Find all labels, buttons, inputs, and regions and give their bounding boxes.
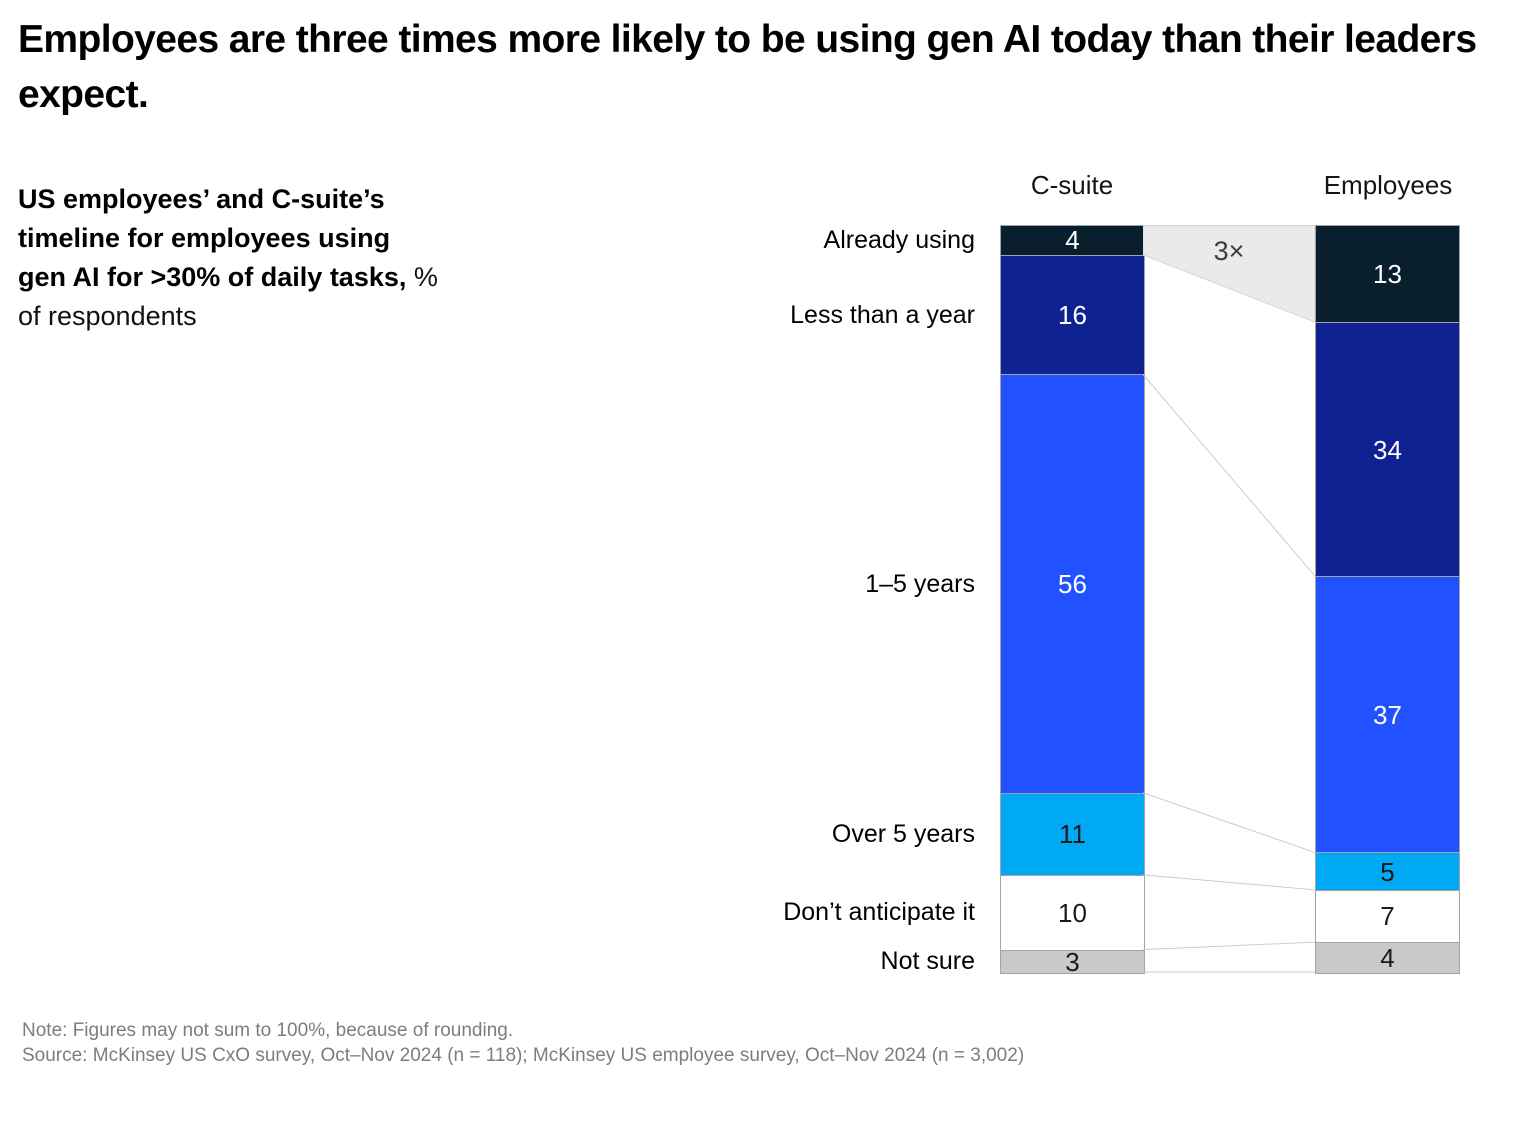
source-text: Source: McKinsey US CxO survey, Oct–Nov …: [22, 1045, 1025, 1066]
category-label-less-than-a-year: Less than a year: [790, 300, 975, 329]
value-label: 13: [1373, 259, 1402, 290]
column-header-csuite: C-suite: [1030, 170, 1114, 200]
segment-connector-line: [1143, 792, 1315, 853]
value-label: 4: [1065, 225, 1080, 256]
bar-segment-not-sure-employees: 4: [1316, 943, 1459, 973]
chart-subtitle-line: gen AI for >30% of daily tasks, %: [18, 262, 438, 292]
bar-column-c-suite: 4 16 56 11 10 3: [1000, 225, 1145, 977]
category-label-not-sure: Not sure: [880, 946, 975, 975]
chart-subtitle-line: of respondents: [18, 301, 197, 331]
value-label: 11: [1059, 819, 1086, 850]
bar-segment-already-using-employees: 13: [1316, 226, 1459, 324]
bar-segment-don-t-anticipate-it-employees: 7: [1316, 890, 1459, 944]
value-label: 7: [1380, 901, 1395, 932]
chart-subtitle-line: US employees’ and C-suite’s: [18, 184, 385, 214]
bar-segment-1-5-years-employees: 37: [1316, 577, 1459, 854]
category-label-1-5-years: 1–5 years: [865, 569, 975, 598]
bar-segment-less-than-a-year-c-suite: 16: [1001, 255, 1144, 376]
connector-lines: [1143, 225, 1315, 973]
bar-column-employees: 13 34 37 5 7 4: [1315, 225, 1460, 974]
chart-subtitle-line: timeline for employees using: [18, 223, 391, 253]
value-label: 34: [1373, 434, 1402, 465]
value-label: 37: [1373, 699, 1402, 730]
category-label-don-t-anticipate-it: Don’t anticipate it: [783, 898, 975, 927]
ratio-band: [1143, 225, 1315, 323]
category-label-over-5-years: Over 5 years: [831, 819, 975, 848]
segment-connector-line: [1143, 874, 1315, 891]
bar-segment-less-than-a-year-employees: 34: [1316, 323, 1459, 578]
value-label: 10: [1058, 897, 1087, 928]
value-label: 3: [1065, 946, 1080, 977]
value-label: 56: [1058, 569, 1087, 600]
value-label: 16: [1058, 300, 1087, 331]
value-label: 4: [1380, 943, 1395, 974]
ratio-annotation: 3×: [1213, 236, 1245, 266]
category-label-already-using: Already using: [823, 225, 975, 254]
value-label: 5: [1380, 856, 1395, 887]
chart-subtitle: US employees’ and C-suite’s timeline for…: [18, 180, 438, 336]
bar-segment-over-5-years-c-suite: 11: [1001, 793, 1144, 876]
note-text: Note: Figures may not sum to 100%, becau…: [22, 1020, 514, 1041]
bar-segment-already-using-c-suite: 4: [1001, 226, 1144, 256]
bar-segment-not-sure-c-suite: 3: [1001, 946, 1144, 977]
column-header-employees: Employees: [1323, 170, 1453, 200]
bar-segment-don-t-anticipate-it-c-suite: 10: [1001, 875, 1144, 951]
segment-connector-line: [1143, 941, 1315, 951]
bar-segment-1-5-years-c-suite: 56: [1001, 375, 1144, 794]
exhibit-title: Employees are three times more likely to…: [18, 18, 1477, 116]
bar-segment-over-5-years-employees: 5: [1316, 853, 1459, 891]
segment-connector-line: [1143, 374, 1315, 577]
